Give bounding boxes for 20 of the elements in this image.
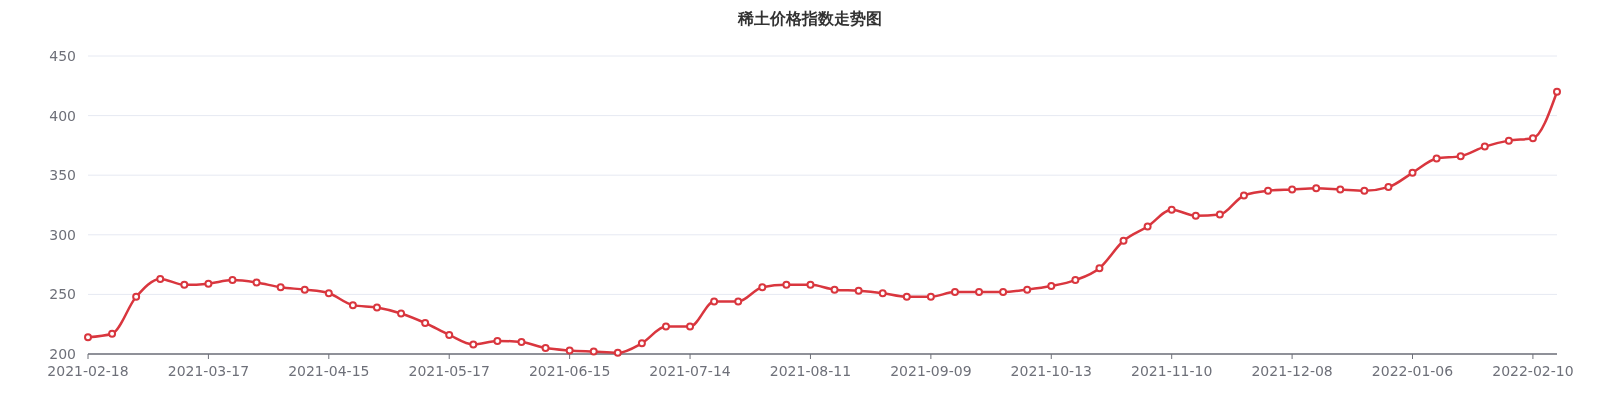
x-tick-label: 2021-07-14 [649, 363, 731, 379]
y-tick-label: 450 [49, 47, 76, 64]
x-tick-label: 2021-10-13 [1010, 363, 1092, 379]
x-tick-label: 2021-03-17 [167, 363, 250, 379]
y-tick-label: 300 [49, 226, 76, 243]
x-tick-label: 2022-02-10 [1492, 363, 1574, 379]
x-tick-label: 2021-08-11 [769, 363, 852, 379]
x-tick-label: 2021-02-18 [47, 363, 129, 379]
x-tick-label: 2021-11-10 [1131, 363, 1213, 379]
y-tick-label: 400 [49, 107, 76, 124]
x-tick-label: 2021-05-17 [408, 363, 490, 379]
y-tick-label: 200 [49, 345, 76, 362]
y-tick-label: 250 [49, 286, 76, 303]
y-tick-label: 350 [49, 167, 76, 184]
x-tick-label: 2022-01-06 [1371, 363, 1454, 379]
x-tick-label: 2021-06-15 [528, 363, 611, 379]
x-tick-label: 2021-12-08 [1251, 363, 1333, 379]
x-tick-label: 2021-04-15 [288, 363, 370, 379]
x-tick-label: 2021-09-09 [890, 363, 972, 379]
chart-title: 稀土价格指数走势图 [737, 9, 882, 28]
